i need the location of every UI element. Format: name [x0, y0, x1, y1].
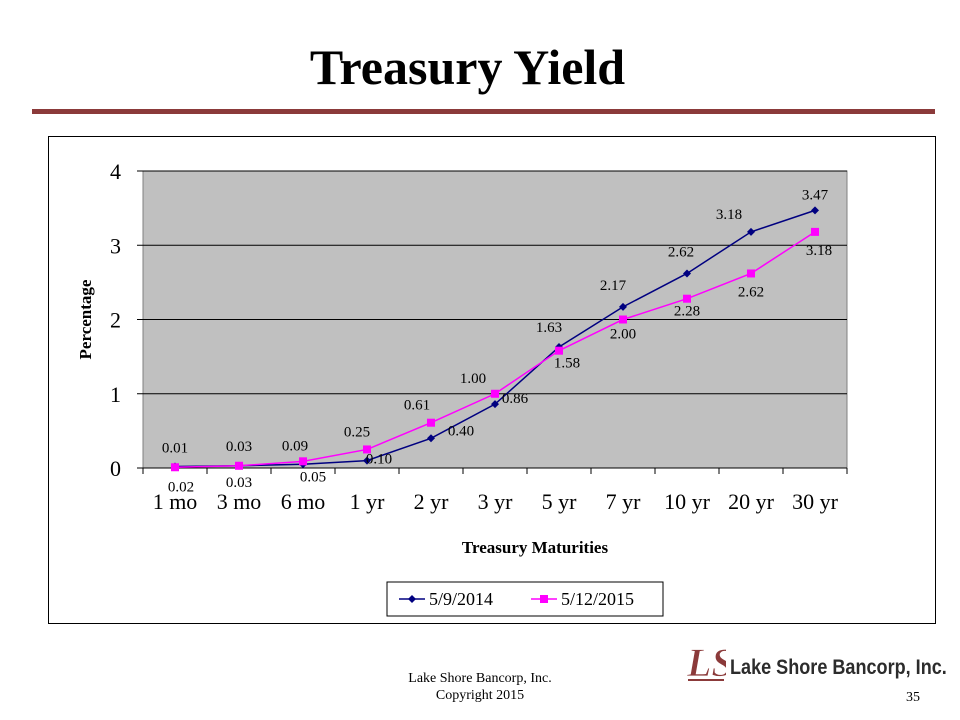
data-label: 2.00 — [610, 327, 636, 343]
logo-mark-icon: LS — [686, 640, 726, 684]
data-label: 0.86 — [502, 391, 529, 407]
legend-label: 5/12/2015 — [561, 589, 634, 609]
data-label: 3.18 — [806, 243, 832, 259]
data-point — [683, 294, 691, 303]
data-label: 0.10 — [366, 452, 392, 468]
data-point — [619, 302, 627, 311]
yield-chart: 0 1 2 3 4 1 mo 3 mo 6 mo 1 yr 2 yr 3 yr 5 yr 7 yr 10 … — [76, 159, 848, 617]
data-label: 2.62 — [668, 244, 694, 260]
logo-letters: LS — [686, 640, 726, 684]
data-label: 2.17 — [600, 278, 627, 294]
x-tick-label: 7 yr — [606, 489, 642, 514]
data-label: 3.18 — [716, 207, 742, 223]
company-logo: LS Lake Shore Bancorp, Inc. — [686, 636, 947, 686]
data-label: 0.01 — [162, 440, 188, 456]
data-label: 0.09 — [282, 438, 308, 454]
legend-marker — [540, 595, 548, 603]
x-tick-label: 30 yr — [792, 489, 839, 514]
data-point — [811, 206, 819, 215]
page-number: 35 — [906, 690, 920, 705]
data-label: 2.62 — [738, 284, 764, 300]
legend-label: 5/9/2014 — [429, 589, 493, 609]
data-label: 0.03 — [226, 439, 252, 455]
data-point — [811, 227, 819, 236]
data-point — [235, 461, 243, 470]
data-label: 1.58 — [554, 356, 580, 372]
data-point — [363, 456, 371, 465]
data-point — [491, 400, 499, 409]
legend-box — [386, 581, 664, 617]
data-label: 0.40 — [448, 423, 474, 439]
data-point — [747, 269, 755, 278]
data-label: 0.25 — [344, 424, 370, 440]
slide-title: Treasury Yield — [309, 39, 626, 95]
y-tick-label: 4 — [110, 159, 121, 184]
data-point — [555, 346, 563, 355]
x-tick-label: 1 mo — [153, 489, 198, 514]
logo-text: Lake Shore Bancorp, Inc. — [730, 656, 947, 679]
data-point — [747, 227, 755, 236]
data-label: 0.61 — [404, 398, 430, 414]
data-point — [171, 463, 179, 472]
x-tick-label: 3 yr — [478, 489, 514, 514]
data-label: 2.28 — [674, 304, 700, 320]
data-point — [363, 445, 371, 454]
x-axis-title: Treasury Maturities — [462, 538, 609, 557]
footer-copyright: Copyright 2015 — [435, 688, 525, 703]
x-tick-label: 2 yr — [414, 489, 450, 514]
x-tick-label: 3 mo — [217, 489, 262, 514]
data-point — [491, 389, 499, 398]
title-divider — [32, 109, 935, 114]
footer: Lake Shore Bancorp, Inc. Copyright 2015 — [360, 670, 600, 704]
chart-frame: 0 1 2 3 4 1 mo 3 mo 6 mo 1 yr 2 yr 3 yr 5 yr 7 yr 10 … — [48, 136, 936, 624]
data-point — [427, 434, 435, 443]
x-tick-label: 1 yr — [350, 489, 386, 514]
y-axis-title: Percentage — [76, 279, 95, 359]
data-label: 0.05 — [300, 469, 326, 485]
data-label: 3.47 — [802, 187, 829, 203]
data-point — [427, 418, 435, 427]
data-label: 0.03 — [226, 475, 252, 491]
data-point — [299, 457, 307, 466]
x-tick-label: 20 yr — [728, 489, 775, 514]
x-tick-label: 5 yr — [542, 489, 578, 514]
data-label: 1.00 — [460, 371, 486, 387]
data-label: 1.63 — [536, 320, 562, 336]
data-point — [683, 269, 691, 278]
data-label: 0.02 — [168, 480, 194, 496]
y-tick-label: 0 — [110, 456, 121, 481]
y-tick-label: 2 — [110, 308, 121, 333]
x-tick-label: 6 mo — [281, 489, 326, 514]
legend-marker — [408, 595, 416, 603]
x-tick-label: 10 yr — [664, 489, 711, 514]
y-tick-label: 1 — [110, 382, 121, 407]
data-point — [619, 315, 627, 324]
footer-company: Lake Shore Bancorp, Inc. — [408, 671, 552, 686]
y-tick-label: 3 — [110, 233, 121, 258]
